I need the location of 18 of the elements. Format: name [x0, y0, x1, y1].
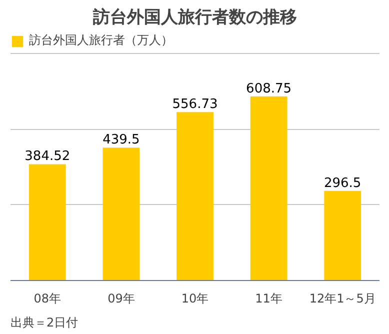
bar [176, 112, 214, 280]
bar [250, 96, 288, 280]
data-label: 608.75 [246, 81, 292, 96]
x-tick-label: 12年1～5月 [309, 292, 376, 306]
x-tick-label: 11年 [255, 292, 282, 306]
data-label: 556.73 [172, 97, 218, 112]
data-label: 296.5 [324, 176, 362, 191]
x-tick-label: 09年 [108, 292, 135, 306]
x-tick-label: 08年 [34, 292, 62, 306]
bar [324, 190, 362, 280]
chart-title: 訪台外国人旅行者数の推移 [92, 8, 297, 28]
legend-label: 訪台外国人旅行者（万人） [29, 32, 173, 49]
data-label: 439.5 [102, 132, 140, 148]
bar [28, 164, 66, 280]
x-tick-label: 10年 [181, 292, 209, 306]
data-label: 384.52 [24, 149, 70, 164]
source-note: 出典＝2日付 [10, 316, 78, 330]
bar [102, 148, 140, 280]
